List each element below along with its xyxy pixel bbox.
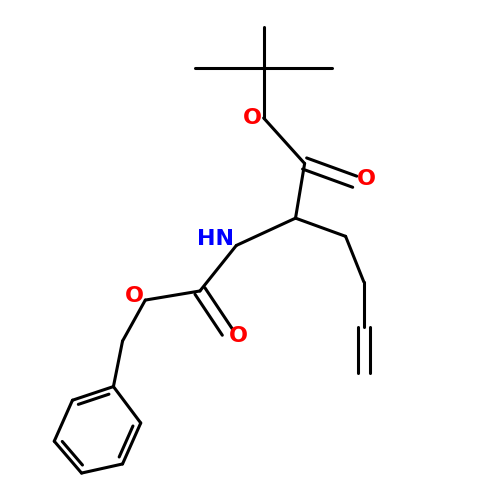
Text: O: O xyxy=(243,108,262,128)
Text: O: O xyxy=(356,170,376,190)
Text: O: O xyxy=(124,286,144,306)
Text: O: O xyxy=(229,326,248,346)
Text: HN: HN xyxy=(198,228,234,248)
